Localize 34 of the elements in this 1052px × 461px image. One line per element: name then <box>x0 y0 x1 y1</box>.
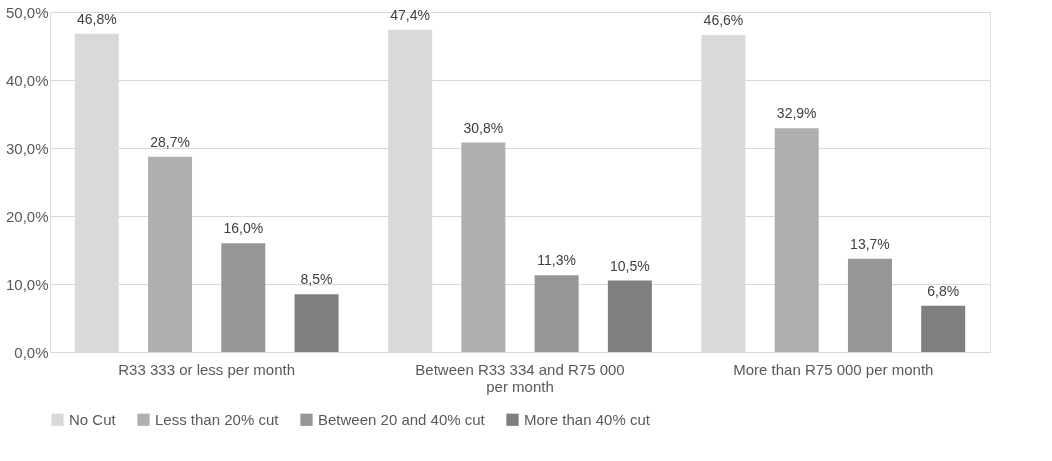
data-label: 16,0% <box>223 220 264 237</box>
data-label: 46,6% <box>703 12 744 29</box>
bar <box>148 156 193 352</box>
bar <box>534 275 579 352</box>
bar <box>921 305 966 352</box>
bar <box>847 258 892 352</box>
legend-label: Between 20 and 40% cut <box>318 410 486 428</box>
bar <box>607 280 652 352</box>
data-label: 32,9% <box>776 105 817 122</box>
data-label: 47,4% <box>390 6 430 23</box>
bar <box>294 294 339 352</box>
data-label: 13,7% <box>850 235 890 252</box>
data-label: 6,8% <box>927 282 960 299</box>
data-label: 10,5% <box>610 257 650 274</box>
bar <box>221 243 266 352</box>
data-label: 28,7% <box>150 133 190 150</box>
legend-label: More than 40% cut <box>524 410 651 428</box>
legend-label: No Cut <box>69 410 117 428</box>
data-label: 8,5% <box>300 271 333 288</box>
y-tick-label: 30,0% <box>5 139 49 157</box>
x-tick-label: More than R75 000 per month <box>733 360 934 378</box>
x-tick-label: R33 333 or less per month <box>118 360 296 378</box>
y-tick-label: 40,0% <box>5 71 49 89</box>
x-tick-label: Between R33 334 and R75 000 per month <box>415 360 625 395</box>
data-label: 11,3% <box>537 252 576 269</box>
data-label: 30,8% <box>463 119 504 136</box>
y-tick-label: 0,0% <box>14 343 49 361</box>
y-tick-label: 20,0% <box>5 207 49 225</box>
y-tick-label: 10,0% <box>5 275 49 293</box>
bar <box>461 142 506 352</box>
data-label: 46,8% <box>76 10 117 27</box>
y-tick-label: 50,0% <box>5 3 49 21</box>
legend-label: Less than 20% cut <box>155 410 280 428</box>
bar <box>774 128 819 352</box>
